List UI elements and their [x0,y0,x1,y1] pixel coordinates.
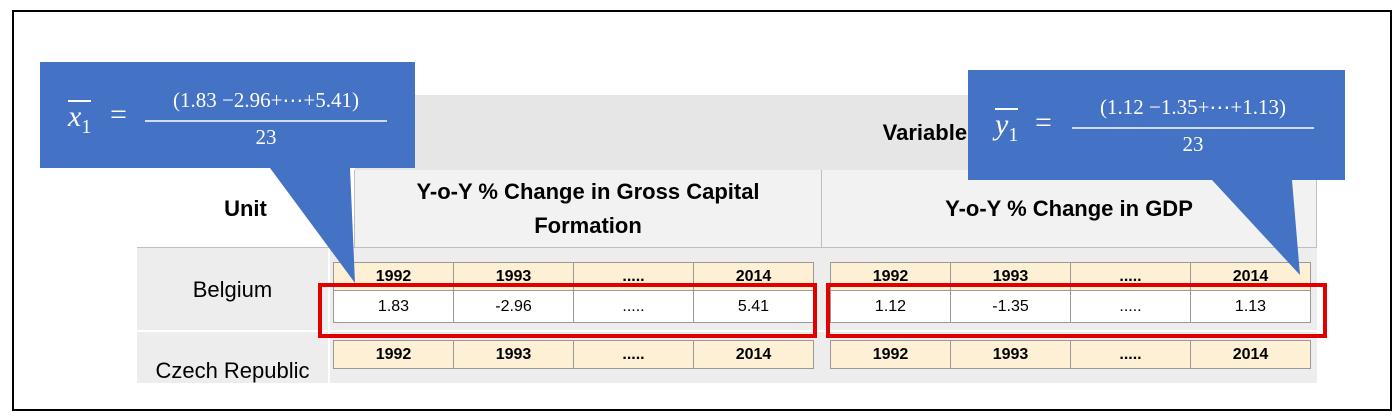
denominator: 23 [1182,132,1204,156]
unit-header: Unit [137,170,355,248]
frame [12,10,1392,411]
year-cell: 1992 [830,340,951,369]
year-cell: 1992 [333,340,454,369]
value-cell: ..... [573,290,694,323]
variable: x1 [68,100,92,142]
numerator: (1.12 −1.35+⋯+1.13) [1099,95,1287,119]
numerator: (1.83 −2.96+⋯+5.41) [172,88,360,112]
value-cell: 1.12 [830,290,951,323]
value-cell: -2.96 [453,290,574,323]
year-cell: ..... [573,340,694,369]
column-header: Y-o-Y % Change in Gross Capital Formatio… [355,170,822,248]
unit-cell: Czech Republic [137,332,330,383]
highlight-box [826,283,1327,338]
denominator: 23 [255,125,277,149]
operator: = [1035,106,1052,139]
year-cell: 1993 [950,340,1071,369]
year-cell: 1993 [453,340,574,369]
highlight-box [318,283,817,338]
subscript: 1 [81,116,92,138]
value-cell: -1.35 [950,290,1071,323]
subscript: 1 [1008,124,1019,146]
column-header: Y-o-Y % Change in GDP [822,170,1317,248]
value-cell: ..... [1070,290,1191,323]
operator: = [110,98,127,131]
year-cell: 2014 [693,340,814,369]
value-cell: 1.83 [333,290,454,323]
callout [40,62,415,283]
callout [968,70,1345,275]
value-cell: 1.13 [1190,290,1311,323]
variable: y1 [995,108,1019,150]
unit-cell: Belgium [137,248,330,332]
value-cell: 5.41 [693,290,814,323]
year-cell: ..... [1070,340,1191,369]
year-cell: 2014 [1190,340,1311,369]
